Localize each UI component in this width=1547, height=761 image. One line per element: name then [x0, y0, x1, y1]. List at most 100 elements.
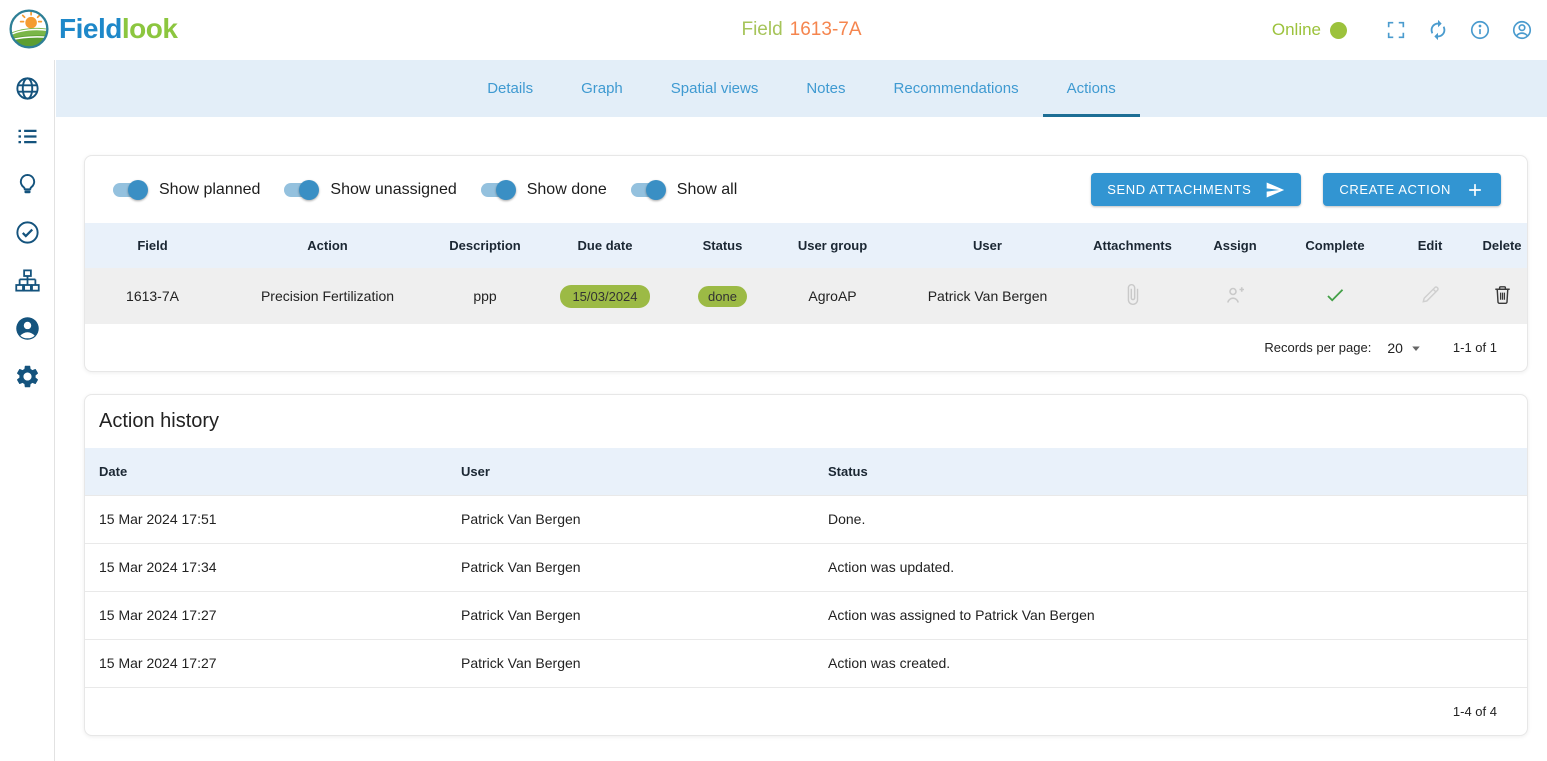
toggle-switch[interactable]: [111, 179, 148, 200]
tab-details[interactable]: Details: [487, 80, 534, 97]
cell-description: ppp: [435, 268, 535, 324]
column-header-field: Field: [85, 223, 220, 268]
table-row[interactable]: 1613-7A Precision Fertilization ppp 15/0…: [85, 268, 1527, 324]
records-per-page-value: 20: [1387, 339, 1403, 356]
toggle-switch[interactable]: [282, 179, 320, 200]
history-user: Patrick Van Bergen: [447, 542, 814, 591]
cell-assign: [1185, 268, 1285, 324]
action-history-card: Action history Date User Status 15 Mar 2…: [84, 394, 1528, 736]
column-header-description: Description: [435, 223, 535, 268]
sidebar-item-recommendations[interactable]: [0, 160, 54, 208]
cell-attachments: [1080, 268, 1185, 324]
history-page-range: 1-4 of 4: [1452, 704, 1497, 719]
refresh-button[interactable]: [1427, 19, 1449, 41]
tab-recommendations[interactable]: Recommendations: [893, 80, 1019, 97]
column-header-user-group: User group: [770, 223, 895, 268]
tab-graph[interactable]: Graph: [581, 80, 623, 97]
person-plus-icon: [1227, 286, 1244, 303]
toggle-show-unassigned[interactable]: Show unassigned: [282, 179, 457, 200]
chevron-down-icon: [1412, 346, 1420, 351]
history-date: 15 Mar 2024 17:51: [85, 494, 447, 543]
sidebar-item-tasks[interactable]: [0, 208, 54, 256]
due-date-badge: 15/03/2024: [560, 284, 650, 308]
column-header-complete: Complete: [1285, 223, 1385, 268]
actions-pagination: Records per page: 20 1-1 of 1: [85, 324, 1527, 371]
send-attachments-button[interactable]: SEND ATTACHMENTS: [1091, 173, 1302, 206]
account-button[interactable]: [1511, 19, 1533, 41]
toggle-show-all[interactable]: Show all: [629, 179, 737, 200]
column-header-action: Action: [220, 223, 435, 268]
actions-table-header-row: Field Action Description Due date Status…: [85, 223, 1527, 268]
globe-icon: [15, 76, 39, 100]
column-header-user: User: [895, 223, 1080, 268]
history-status: Action was assigned to Patrick Van Berge…: [814, 590, 1527, 639]
action-history-table: Date User Status 15 Mar 2024 17:51 Patri…: [85, 448, 1527, 687]
history-row: 15 Mar 2024 17:27 Patrick Van Bergen Act…: [85, 590, 1527, 639]
list-icon: [18, 129, 36, 143]
history-user: Patrick Van Bergen: [447, 638, 814, 687]
send-icon: [1267, 182, 1285, 197]
sidebar-item-settings[interactable]: [0, 352, 54, 400]
sidebar-item-organization[interactable]: [0, 256, 54, 304]
app-logo[interactable]: Fieldlook: [8, 8, 178, 50]
hierarchy-icon: [14, 268, 40, 292]
online-indicator-dot: [1330, 21, 1347, 39]
history-row: 15 Mar 2024 17:34 Patrick Van Bergen Act…: [85, 542, 1527, 591]
sidebar-item-account[interactable]: [0, 304, 54, 352]
cell-due-date: 15/03/2024: [535, 268, 675, 324]
toggle-label: Show planned: [159, 180, 261, 198]
cell-edit: [1385, 268, 1475, 324]
checkmark-icon: [1327, 288, 1344, 301]
cell-status: done: [675, 268, 770, 324]
cell-user: Patrick Van Bergen: [895, 268, 1080, 324]
records-per-page-label: Records per page:: [1264, 340, 1372, 355]
tab-spatial-views[interactable]: Spatial views: [670, 80, 759, 97]
column-header-status: Status: [814, 448, 1527, 495]
toggle-switch[interactable]: [479, 179, 516, 200]
cell-delete: [1475, 268, 1527, 324]
refresh-icon: [1430, 19, 1446, 41]
history-row: 15 Mar 2024 17:27 Patrick Van Bergen Act…: [85, 638, 1527, 687]
history-user: Patrick Van Bergen: [447, 590, 814, 639]
toggle-show-planned[interactable]: Show planned: [111, 179, 261, 200]
history-status: Action was updated.: [814, 542, 1527, 591]
sidebar: [0, 60, 55, 761]
send-attachments-label: SEND ATTACHMENTS: [1107, 182, 1252, 197]
action-history-title: Action history: [99, 410, 220, 432]
tab-actions[interactable]: Actions: [1042, 60, 1140, 117]
history-user: Patrick Van Bergen: [447, 494, 814, 543]
sidebar-item-field-list[interactable]: [0, 112, 54, 160]
page-range: 1-1 of 1: [1452, 340, 1497, 355]
toggle-switch[interactable]: [629, 179, 666, 200]
paperclip-icon: [1127, 283, 1139, 306]
delete-button[interactable]: [1491, 283, 1514, 306]
tab-notes[interactable]: Notes: [806, 80, 846, 97]
column-header-delete: Delete: [1475, 223, 1527, 268]
top-header: Fieldlook Field 1613-7A Online: [0, 0, 1547, 60]
cell-field: 1613-7A: [85, 268, 220, 324]
cell-complete: [1285, 268, 1385, 324]
toggle-label: Show unassigned: [330, 180, 457, 198]
sidebar-item-map[interactable]: [0, 64, 54, 112]
cell-action: Precision Fertilization: [220, 268, 435, 324]
assign-button: [1223, 283, 1247, 307]
info-icon: [1470, 20, 1490, 40]
records-per-page-select[interactable]: 20: [1387, 339, 1425, 357]
column-header-attachments: Attachments: [1080, 223, 1185, 268]
column-header-edit: Edit: [1385, 223, 1475, 268]
column-header-due-date: Due date: [535, 223, 675, 268]
check-circle-icon: [15, 220, 39, 244]
toggle-show-done[interactable]: Show done: [479, 179, 607, 200]
fullscreen-button[interactable]: [1385, 19, 1407, 41]
actions-card: Show planned Show unassigned Show done S…: [84, 155, 1528, 372]
column-header-assign: Assign: [1185, 223, 1285, 268]
edit-button: [1419, 283, 1442, 306]
column-header-user: User: [447, 448, 814, 495]
online-label: Online: [1271, 20, 1321, 39]
complete-button[interactable]: [1323, 283, 1347, 307]
attachments-button: [1121, 283, 1144, 306]
create-action-button[interactable]: CREATE ACTION: [1323, 173, 1501, 206]
history-status: Action was created.: [814, 638, 1527, 687]
info-button[interactable]: [1469, 19, 1491, 41]
fullscreen-icon: [1387, 21, 1405, 39]
